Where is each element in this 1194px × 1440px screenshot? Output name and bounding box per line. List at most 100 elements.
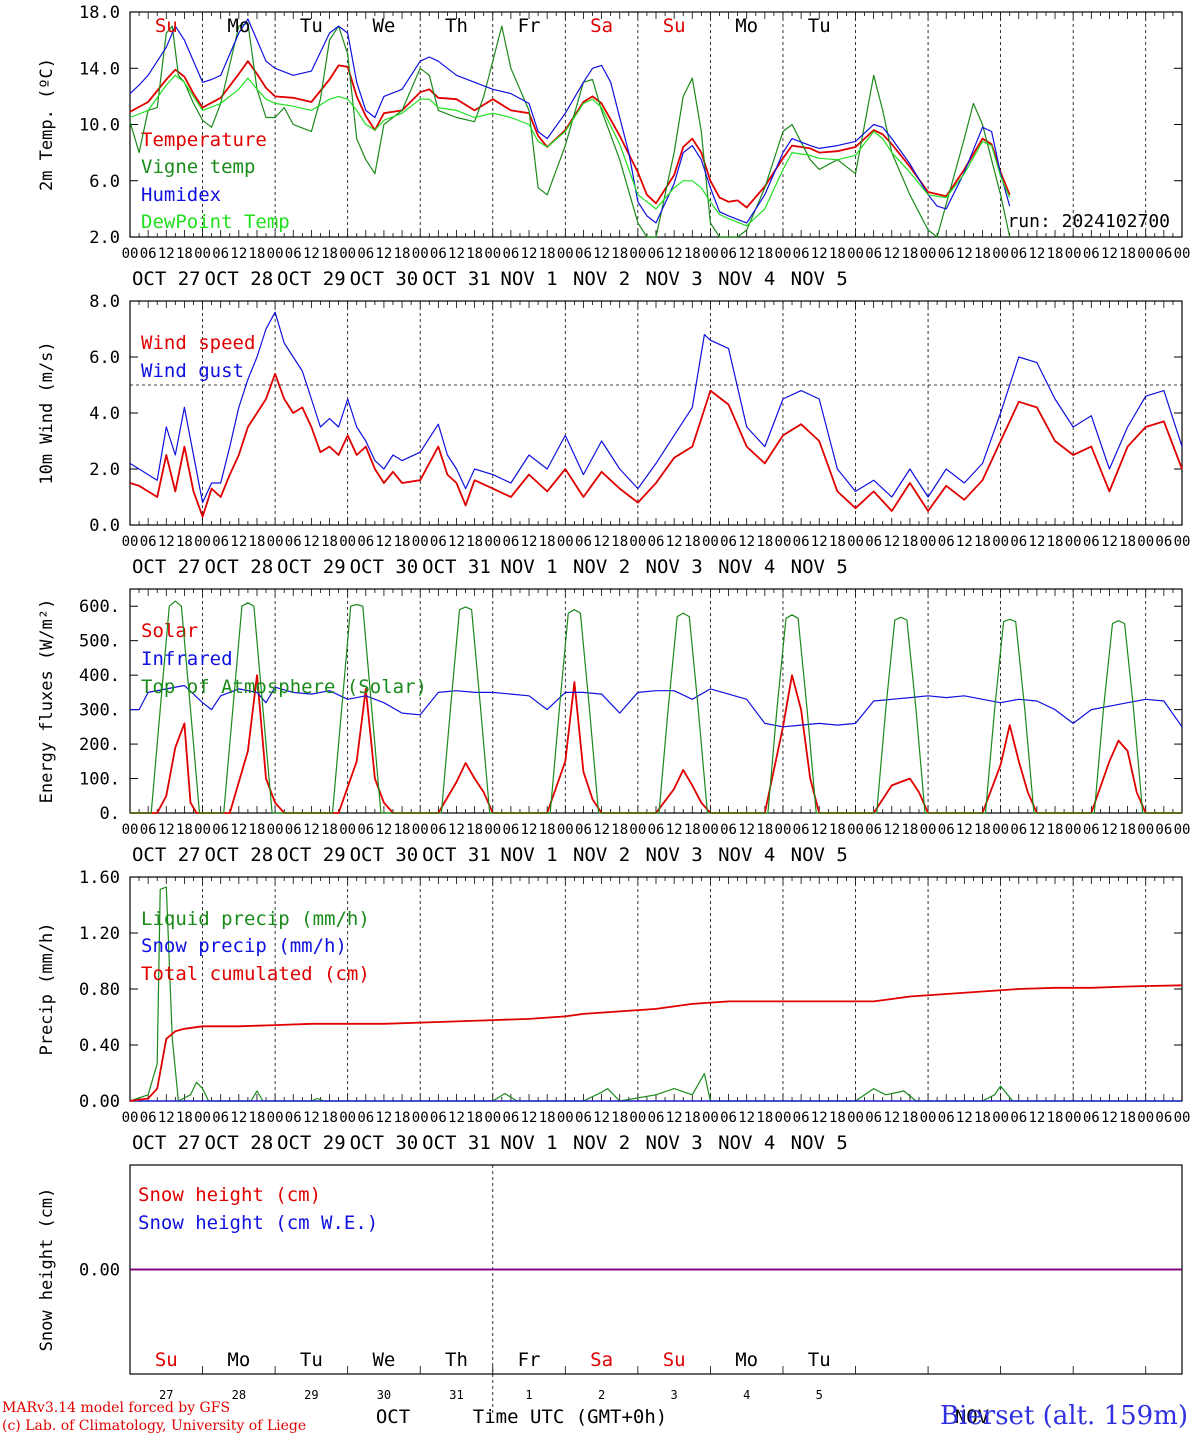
hour-tick-label: 18 — [684, 246, 701, 262]
weekday-label: Su — [663, 15, 686, 37]
date-label: NOV 3 — [646, 1132, 703, 1154]
hour-tick-label: 00 — [557, 1110, 574, 1126]
hour-tick-label: 12 — [666, 822, 683, 838]
hour-tick-label: 00 — [1174, 822, 1191, 838]
hour-tick-label: 06 — [502, 246, 519, 262]
legend-entry: Humidex — [141, 184, 221, 206]
hour-tick-label: 12 — [956, 822, 973, 838]
hour-tick-label: 00 — [339, 822, 356, 838]
hour-tick-label: 00 — [1065, 246, 1082, 262]
hour-tick-label: 18 — [1047, 822, 1064, 838]
hour-tick-label: 06 — [430, 534, 447, 550]
hour-tick-label: 12 — [303, 822, 320, 838]
hour-tick-label: 18 — [756, 246, 773, 262]
hour-tick-label: 06 — [1155, 1110, 1172, 1126]
hour-tick-label: 18 — [539, 1110, 556, 1126]
hour-tick-label: 12 — [883, 1110, 900, 1126]
date-label: OCT 29 — [277, 268, 346, 290]
weekday-label: Mo — [735, 15, 758, 37]
weekday-label: Su — [155, 1349, 178, 1371]
hour-tick-label: 00 — [992, 822, 1009, 838]
weekday-label: Mo — [735, 1349, 758, 1371]
hour-tick-label: 18 — [1047, 246, 1064, 262]
hour-tick-label: 06 — [140, 246, 157, 262]
day-number-label: 2 — [598, 1388, 605, 1402]
hour-tick-label: 12 — [1101, 822, 1118, 838]
date-label: OCT 27 — [132, 1132, 201, 1154]
date-label: OCT 30 — [350, 1132, 419, 1154]
hour-tick-label: 06 — [285, 822, 302, 838]
hour-tick-label: 12 — [230, 246, 247, 262]
hour-tick-label: 06 — [938, 1110, 955, 1126]
y-tick-label: 0.0 — [89, 516, 120, 536]
hour-tick-label: 00 — [484, 534, 501, 550]
date-label: NOV 4 — [718, 268, 775, 290]
date-label: NOV 1 — [500, 268, 557, 290]
hour-tick-label: 06 — [357, 1110, 374, 1126]
hour-tick-label: 18 — [974, 822, 991, 838]
y-tick-label: 0.40 — [79, 1036, 120, 1056]
hour-tick-label: 00 — [629, 246, 646, 262]
hour-tick-label: 18 — [902, 534, 919, 550]
hour-tick-label: 12 — [883, 822, 900, 838]
hour-tick-label: 06 — [502, 1110, 519, 1126]
run-label: run: 2024102700 — [1007, 211, 1170, 232]
hour-tick-label: 18 — [1119, 822, 1136, 838]
hour-tick-label: 00 — [339, 246, 356, 262]
y-tick-label: 0.00 — [79, 1092, 120, 1112]
date-label: OCT 29 — [277, 844, 346, 866]
hour-tick-label: 00 — [267, 534, 284, 550]
hour-tick-label: 12 — [738, 822, 755, 838]
y-tick-label: 1.20 — [79, 924, 120, 944]
hour-tick-label: 06 — [1010, 534, 1027, 550]
date-label: NOV 3 — [646, 844, 703, 866]
hour-tick-label: 00 — [412, 1110, 429, 1126]
hour-tick-label: 00 — [992, 246, 1009, 262]
hour-tick-label: 18 — [684, 534, 701, 550]
hour-tick-label: 00 — [1174, 246, 1191, 262]
hour-tick-label: 00 — [775, 534, 792, 550]
day-number-label: 1 — [525, 1388, 532, 1402]
hour-tick-label: 12 — [376, 822, 393, 838]
date-label: NOV 1 — [500, 844, 557, 866]
hour-tick-label: 06 — [575, 822, 592, 838]
hour-tick-label: 00 — [412, 822, 429, 838]
date-label: OCT 29 — [277, 1132, 346, 1154]
hour-tick-label: 06 — [1010, 246, 1027, 262]
hour-tick-label: 06 — [1083, 534, 1100, 550]
hour-tick-label: 06 — [720, 534, 737, 550]
hour-tick-label: 18 — [176, 534, 193, 550]
hour-tick-label: 00 — [267, 246, 284, 262]
hour-tick-label: 00 — [629, 534, 646, 550]
hour-tick-label: 18 — [1119, 246, 1136, 262]
hour-tick-label: 00 — [775, 246, 792, 262]
date-label: NOV 2 — [573, 268, 630, 290]
hour-tick-label: 12 — [448, 534, 465, 550]
hour-tick-label: 00 — [1137, 822, 1154, 838]
weekday-label: Sa — [590, 15, 613, 37]
legend-entry: DewPoint Temp — [141, 211, 290, 233]
y-axis-label: 10m Wind (m/s) — [37, 341, 57, 484]
hour-tick-label: 00 — [484, 822, 501, 838]
y-axis-label: Energy fluxes (W/m²) — [37, 599, 57, 804]
hour-tick-label: 00 — [557, 822, 574, 838]
legend-entry: Solar — [141, 620, 198, 642]
hour-tick-label: 18 — [611, 822, 628, 838]
hour-tick-label: 12 — [593, 1110, 610, 1126]
hour-tick-label: 18 — [176, 246, 193, 262]
hour-tick-label: 00 — [1174, 1110, 1191, 1126]
hour-tick-label: 18 — [321, 534, 338, 550]
y-tick-label: 300. — [79, 701, 120, 721]
day-number-label: 27 — [159, 1388, 173, 1402]
hour-tick-label: 06 — [212, 534, 229, 550]
legend-entry: Total cumulated (cm) — [141, 963, 370, 985]
series-line-total-cumulated-cm- — [129, 984, 1183, 1102]
hour-tick-label: 12 — [230, 1110, 247, 1126]
hour-tick-label: 00 — [702, 246, 719, 262]
y-tick-label: 8.0 — [89, 292, 120, 312]
hour-tick-label: 18 — [539, 534, 556, 550]
hour-tick-label: 12 — [811, 822, 828, 838]
day-number-label: 3 — [671, 1388, 678, 1402]
weekday-label: Fr — [518, 1349, 541, 1371]
legend-entry: Wind speed — [141, 332, 255, 354]
